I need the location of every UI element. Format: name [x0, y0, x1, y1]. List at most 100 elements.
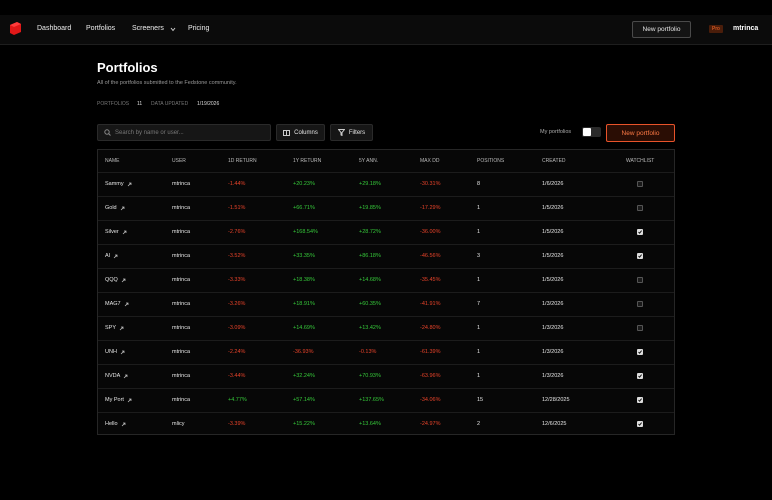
- column-header[interactable]: 1D RETURN: [228, 158, 257, 164]
- user-name[interactable]: mtrinca: [733, 25, 759, 32]
- watchlist-checkbox[interactable]: [637, 397, 643, 403]
- table-row[interactable]: Silver mtrinca -2.76% +168.54% +28.72% -36.00…: [98, 220, 674, 245]
- watchlist-checkbox[interactable]: [637, 325, 643, 331]
- user-cell[interactable]: mtrinca: [172, 373, 191, 379]
- name-cell[interactable]: QQQ: [105, 277, 126, 283]
- watchlist-checkbox[interactable]: [637, 301, 643, 307]
- return-1d-cell: -2.76%: [228, 229, 246, 235]
- page-title: Portfolios: [97, 60, 158, 75]
- link-icon: [120, 350, 125, 355]
- column-header[interactable]: POSITIONS: [477, 158, 505, 164]
- ann-5y-cell: +137.65%: [359, 397, 384, 403]
- table-row[interactable]: Sammy mtrinca -1.44% +20.23% +29.18% -30.31% 8…: [98, 172, 674, 197]
- nav-link[interactable]: Pricing: [188, 25, 210, 32]
- return-1d-cell: +4.77%: [228, 397, 247, 403]
- return-1y-cell: +18.38%: [293, 277, 315, 283]
- created-cell: 1/3/2026: [542, 349, 564, 355]
- created-cell: 1/3/2026: [542, 301, 564, 307]
- column-header[interactable]: 5Y ANN.: [359, 158, 379, 164]
- stat-value: 11: [137, 101, 143, 107]
- column-header[interactable]: NAME: [105, 158, 120, 164]
- columns-icon: [283, 129, 291, 136]
- user-cell[interactable]: mtrinca: [172, 229, 191, 235]
- table-row[interactable]: Hello mlicy -3.39% +15.22% +13.64% -24.97% 2 12…: [98, 412, 674, 437]
- watchlist-checkbox[interactable]: [637, 253, 643, 259]
- watchlist-checkbox[interactable]: [637, 277, 643, 283]
- user-cell[interactable]: mtrinca: [172, 349, 191, 355]
- return-1d-cell: -3.44%: [228, 373, 246, 379]
- column-header[interactable]: USER: [172, 158, 186, 164]
- filters-button[interactable]: Filters: [330, 124, 373, 141]
- name-cell[interactable]: Sammy: [105, 181, 132, 187]
- stat-label: DATA UPDATED: [151, 101, 189, 107]
- user-cell[interactable]: mtrinca: [172, 181, 191, 187]
- link-icon: [120, 206, 125, 211]
- check-mark: [638, 398, 642, 402]
- user-cell[interactable]: mtrinca: [172, 277, 191, 283]
- return-1y-cell: +168.54%: [293, 229, 318, 235]
- table-row[interactable]: UNH mtrinca -2.24% -36.93% -0.13% -61.39% 1 1/3…: [98, 340, 674, 365]
- check-mark: [638, 374, 642, 378]
- column-header[interactable]: WATCHLIST: [626, 158, 655, 164]
- watchlist-checkbox[interactable]: [637, 205, 643, 211]
- link-icon: [113, 254, 118, 259]
- logo[interactable]: [8, 21, 23, 36]
- name-cell[interactable]: AI: [105, 253, 118, 259]
- user-cell[interactable]: mtrinca: [172, 205, 191, 211]
- user-cell[interactable]: mtrinca: [172, 301, 191, 307]
- name-cell[interactable]: Hello: [105, 421, 126, 427]
- column-header[interactable]: CREATED: [542, 158, 566, 164]
- nav-link[interactable]: Screeners: [132, 25, 164, 32]
- check-mark: [638, 254, 642, 258]
- user-cell[interactable]: mtrinca: [172, 253, 191, 259]
- name-cell[interactable]: Gold: [105, 205, 125, 211]
- user-cell[interactable]: mlicy: [172, 421, 185, 427]
- table-row[interactable]: Gold mtrinca -1.51% +66.71% +19.85% -17.29% 1 1…: [98, 196, 674, 221]
- new-portfolio-button[interactable]: New portfolio: [632, 21, 691, 38]
- my-portfolios-toggle[interactable]: [582, 127, 601, 137]
- table-row[interactable]: My Port mtrinca +4.77% +57.14% +137.65% -34.0…: [98, 388, 674, 413]
- watchlist-checkbox[interactable]: [637, 349, 643, 355]
- ann-5y-cell: +14.68%: [359, 277, 381, 283]
- ann-5y-cell: +86.18%: [359, 253, 381, 259]
- name-cell[interactable]: NVDA: [105, 373, 128, 379]
- search-icon: [104, 129, 111, 136]
- created-cell: 1/6/2026: [542, 181, 564, 187]
- watchlist-checkbox[interactable]: [637, 373, 643, 379]
- plan-badge: Pro: [709, 25, 723, 33]
- name-cell[interactable]: MAG7: [105, 301, 129, 307]
- ann-5y-cell: +13.64%: [359, 421, 381, 427]
- columns-button[interactable]: Columns: [276, 124, 325, 141]
- ann-5y-cell: +60.35%: [359, 301, 381, 307]
- max-dd-cell: -34.06%: [420, 397, 441, 403]
- nav-link[interactable]: Portfolios: [86, 25, 116, 32]
- new-portfolio-button[interactable]: New portfolio: [606, 124, 675, 142]
- return-1d-cell: -3.52%: [228, 253, 246, 259]
- return-1y-cell: +18.91%: [293, 301, 315, 307]
- filters-label: Filters: [348, 129, 366, 136]
- link-icon: [122, 230, 127, 235]
- user-cell[interactable]: mtrinca: [172, 325, 191, 331]
- watchlist-checkbox[interactable]: [637, 181, 643, 187]
- chevron: [170, 27, 176, 32]
- created-cell: 1/3/2026: [542, 373, 564, 379]
- name-cell[interactable]: My Port: [105, 397, 132, 403]
- watchlist-checkbox[interactable]: [637, 229, 643, 235]
- column-header[interactable]: 1Y RETURN: [293, 158, 322, 164]
- table-row[interactable]: SPY mtrinca -3.09% +14.69% +13.42% -24.80% 1 1/…: [98, 316, 674, 341]
- table-row[interactable]: QQQ mtrinca -3.33% +18.38% +14.68% -35.45% 1 1/…: [98, 268, 674, 293]
- table-row[interactable]: AI mtrinca -3.52% +33.35% +86.18% -46.56% 3 1/5…: [98, 244, 674, 269]
- watchlist-checkbox[interactable]: [637, 421, 643, 427]
- ann-5y-cell: +13.42%: [359, 325, 381, 331]
- return-1y-cell: +15.22%: [293, 421, 315, 427]
- search-box[interactable]: Search by name or user...: [97, 124, 271, 141]
- nav-link[interactable]: Dashboard: [37, 25, 72, 32]
- name-cell[interactable]: UNH: [105, 349, 125, 355]
- table-row[interactable]: NVDA mtrinca -3.44% +32.24% +70.93% -63.96% 1 1…: [98, 364, 674, 389]
- name-cell[interactable]: SPY: [105, 325, 124, 331]
- column-header[interactable]: MAX DD: [420, 158, 440, 164]
- table-row[interactable]: MAG7 mtrinca -3.26% +18.91% +60.35% -41.91% 7 1…: [98, 292, 674, 317]
- name-cell[interactable]: Silver: [105, 229, 127, 235]
- positions-cell: 1: [477, 277, 481, 283]
- user-cell[interactable]: mtrinca: [172, 397, 191, 403]
